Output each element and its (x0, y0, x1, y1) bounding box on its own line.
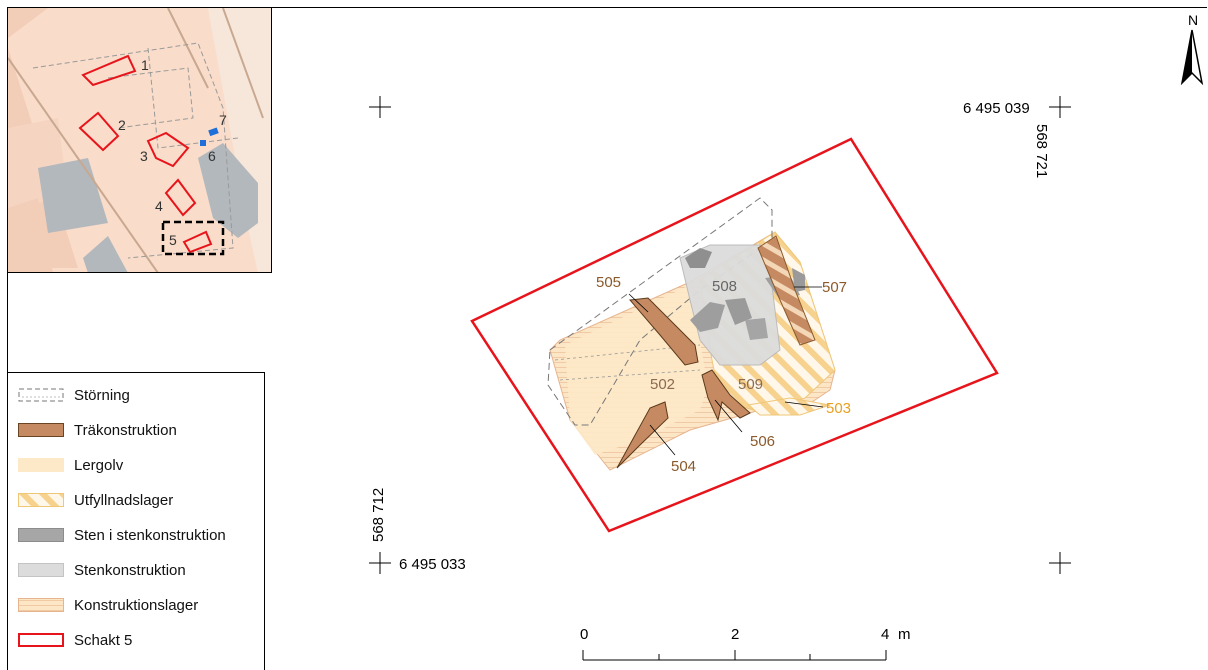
legend-item-stone: Sten i stenkonstruktion (18, 526, 264, 546)
legend-item-wood: Träkonstruktion (18, 421, 264, 441)
scale-tick-0: 0 (580, 626, 588, 643)
inset-selected-trench-box (161, 220, 225, 256)
stone (690, 302, 725, 332)
inset-label-1: 1 (141, 57, 149, 73)
wood-506 (701, 369, 751, 422)
inset-label-4: 4 (155, 198, 163, 214)
legend-label: Stenkonstruktion (74, 562, 186, 579)
grid-cross (1049, 552, 1071, 574)
inset-label-2: 2 (118, 117, 126, 133)
stone (685, 248, 712, 268)
coord-northing-bottom: 6 495 033 (399, 556, 466, 573)
coord-northing-top: 6 495 039 (963, 100, 1030, 117)
legend-label: Utfyllnadslager (74, 492, 174, 509)
scale-unit: m (898, 626, 911, 643)
trench-outline (470, 137, 999, 533)
inset-trench-4 (164, 178, 197, 217)
inset-marker-7 (208, 127, 219, 137)
legend-label: Schakt 5 (74, 632, 133, 649)
legend-label: Sten i stenkonstruktion (74, 527, 226, 544)
inset-trench-1 (81, 54, 137, 87)
clay-swatch (18, 458, 64, 472)
legend-label: Träkonstruktion (74, 422, 177, 439)
stone (745, 318, 768, 340)
construction-layer-swatch (18, 598, 64, 612)
stone (725, 298, 752, 325)
grid-cross (1049, 96, 1071, 118)
grid-cross (369, 552, 391, 574)
feature-label-503: 503 (826, 400, 851, 417)
legend-item-stone-construction: Stenkonstruktion (18, 561, 264, 581)
legend-label: Konstruktionslager (74, 597, 199, 614)
north-arrow: N (1180, 12, 1204, 86)
north-arrow-icon (1180, 29, 1204, 86)
scale-bar (582, 650, 887, 661)
stone (792, 268, 805, 292)
legend-label: Störning (74, 387, 130, 404)
feature-label-506: 506 (750, 433, 775, 450)
wood-504 (616, 401, 669, 469)
wood-swatch (18, 423, 64, 437)
legend: Störning Träkonstruktion Lergolv Utfylln… (7, 372, 265, 670)
feature-label-508: 508 (712, 278, 737, 295)
scale-tick-2: 2 (731, 626, 739, 643)
feature-label-509: 509 (738, 376, 763, 393)
legend-item-clay: Lergolv (18, 456, 264, 476)
disturbance-swatch (18, 388, 64, 402)
feature-label-505: 505 (596, 274, 621, 291)
legend-item-fill: Utfyllnadslager (18, 491, 264, 511)
inset-label-3: 3 (140, 148, 148, 164)
coord-easting-bottom: 568 712 (370, 488, 387, 542)
inset-trench-2 (78, 111, 120, 152)
trench-swatch (18, 633, 64, 647)
inset-trench-3 (146, 131, 190, 168)
fill-layer-small (746, 397, 831, 416)
legend-item-construction-layer: Konstruktionslager (18, 596, 264, 616)
inset-marker-6 (200, 140, 206, 146)
inset-map-svg: 1 2 3 4 5 6 7 (8, 8, 271, 272)
inset-map: 1 2 3 4 5 6 7 (7, 7, 272, 273)
inset-label-7: 7 (219, 112, 227, 128)
legend-item-trench: Schakt 5 (18, 631, 264, 651)
inset-trench-5 (182, 230, 213, 254)
wood-507 (757, 235, 816, 346)
map-frame (7, 7, 1207, 669)
fill-swatch (18, 493, 64, 507)
scale-tick-4: 4 (881, 626, 889, 643)
disturbance-area (547, 197, 773, 426)
wood-505 (629, 297, 699, 366)
inset-label-6: 6 (208, 148, 216, 164)
stone-swatch (18, 528, 64, 542)
inset-label-5: 5 (169, 232, 177, 248)
legend-label: Lergolv (74, 457, 124, 474)
feature-label-502: 502 (650, 376, 675, 393)
grid-cross (369, 96, 391, 118)
coord-easting-top: 568 721 (1033, 124, 1050, 178)
feature-label-504: 504 (671, 458, 696, 475)
feature-label-507: 507 (822, 279, 847, 296)
north-label: N (1188, 12, 1199, 28)
stone-construction-swatch (18, 563, 64, 577)
legend-item-disturbance: Störning (18, 386, 264, 406)
